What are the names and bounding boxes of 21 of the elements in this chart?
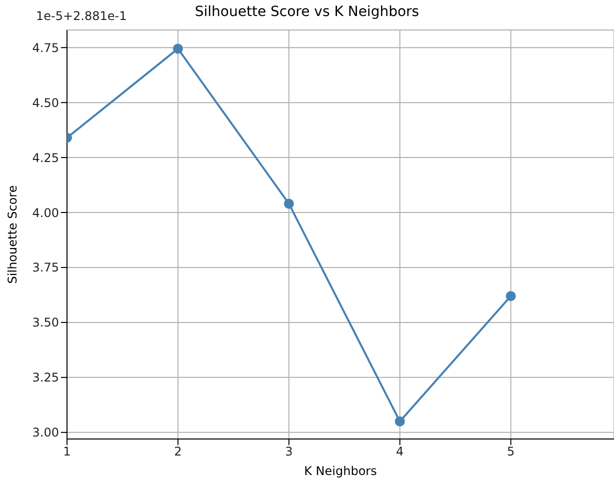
text: 1e-5+2.881e-1 [36, 9, 127, 23]
point [506, 291, 516, 302]
chart-title: Silhouette Score vs K Neighbors [194, 4, 420, 20]
x-tick-label: 5 [506, 444, 515, 459]
y-tick-label: 4.25 [32, 150, 59, 165]
y-tick-label: 3.00 [32, 426, 59, 440]
y-tick-label: 3.50 [32, 316, 59, 330]
y-tick-label: 4.75 [32, 40, 59, 55]
y-tick-label: 3.75 [32, 260, 59, 275]
point [172, 44, 183, 54]
x-axis-title: K Neighbors [304, 464, 377, 478]
point [394, 416, 405, 426]
y-tick-label: 4.00 [32, 206, 59, 220]
x-tick-label: 4 [396, 444, 404, 459]
x-tick-label: 2 [174, 444, 182, 459]
y-tick-label: 3.25 [32, 370, 59, 385]
x-tick-label: 3 [285, 444, 293, 459]
x-tick-label: 1 [63, 444, 71, 459]
y-axis-title: Silhouette Score [5, 185, 20, 284]
y-tick-label: 4.50 [32, 96, 59, 110]
point [284, 198, 294, 209]
